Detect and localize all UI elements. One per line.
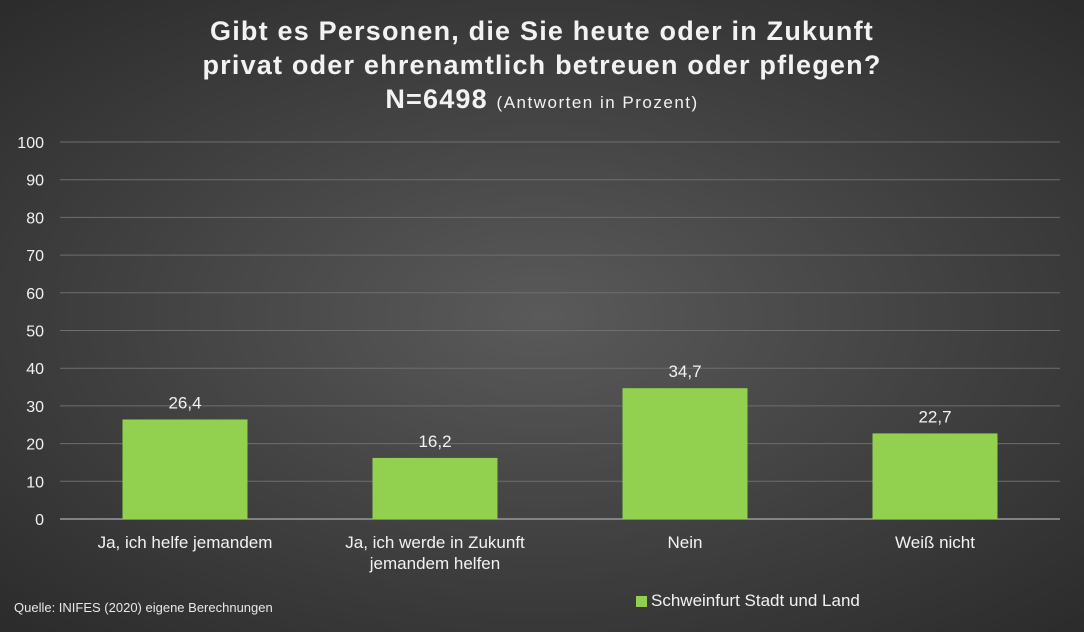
title-line-3: N=6498 (Antworten in Prozent) <box>0 82 1084 120</box>
category-label: Ja, ich werde in Zukunft <box>345 533 525 552</box>
y-tick-label: 60 <box>26 286 44 303</box>
title-line-2: privat oder ehrenamtlich betreuen oder p… <box>202 50 882 80</box>
category-label: Weiß nicht <box>895 533 975 552</box>
y-tick-label: 90 <box>26 173 44 190</box>
bar <box>872 433 998 519</box>
y-tick-label: 20 <box>26 437 44 454</box>
data-label: 16,2 <box>418 432 451 451</box>
bar <box>122 419 248 519</box>
y-tick-label: 100 <box>17 135 44 152</box>
chart-title: Gibt es Personen, die Sie heute oder in … <box>0 14 1084 120</box>
title-line-1: Gibt es Personen, die Sie heute oder in … <box>210 16 874 46</box>
category-label: Nein <box>668 533 703 552</box>
y-tick-label: 10 <box>26 474 44 491</box>
y-tick-label: 30 <box>26 399 44 416</box>
data-label: 34,7 <box>668 362 701 381</box>
category-label: Ja, ich helfe jemandem <box>98 533 273 552</box>
data-label: 22,7 <box>918 407 951 426</box>
bar <box>372 457 498 519</box>
y-tick-label: 0 <box>35 512 44 529</box>
title-sample-size: N=6498 <box>385 84 488 114</box>
legend-label: Schweinfurt Stadt und Land <box>651 591 860 610</box>
legend: Schweinfurt Stadt und Land <box>636 591 860 611</box>
y-tick-label: 70 <box>26 248 44 265</box>
bar <box>622 388 748 519</box>
y-tick-label: 50 <box>26 324 44 341</box>
data-label: 26,4 <box>168 393 201 412</box>
title-unit-note: (Antworten in Prozent) <box>496 93 699 112</box>
legend-swatch <box>636 595 647 607</box>
category-label: jemandem helfen <box>369 554 500 573</box>
y-tick-label: 80 <box>26 210 44 227</box>
source-note: Quelle: INIFES (2020) eigene Berechnunge… <box>14 600 273 615</box>
y-tick-label: 40 <box>26 361 44 378</box>
